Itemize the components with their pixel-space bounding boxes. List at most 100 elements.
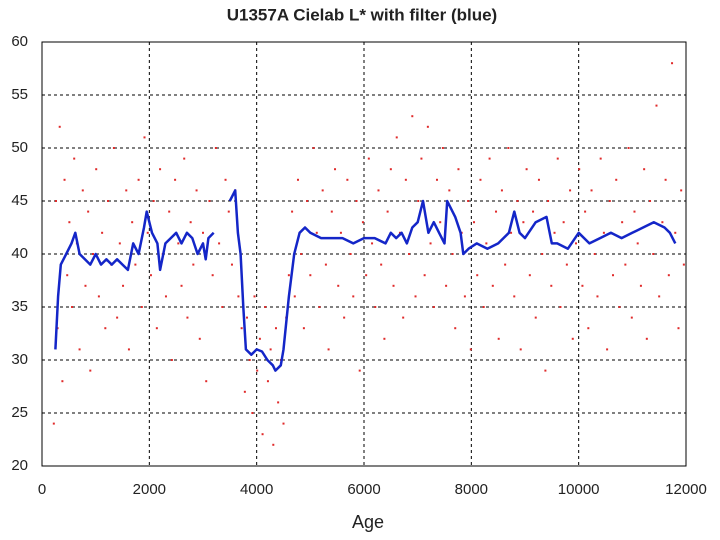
scatter-point <box>532 210 535 213</box>
scatter-point <box>645 337 648 340</box>
scatter-point <box>420 157 423 160</box>
chart-title: U1357A Cielab L* with filter (blue) <box>227 5 497 24</box>
scatter-point <box>287 274 290 277</box>
scatter-point <box>302 327 305 330</box>
scatter-point <box>417 200 420 202</box>
scatter-point <box>58 125 61 128</box>
scatter-point <box>559 306 562 308</box>
scatter-point <box>208 200 211 202</box>
scatter-point <box>411 115 414 118</box>
scatter-point <box>593 253 596 255</box>
scatter-point <box>183 157 186 160</box>
scatter-point <box>578 168 581 171</box>
scatter-point <box>485 242 488 245</box>
x-tick-label: 6000 <box>347 481 380 498</box>
scatter-point <box>519 348 522 351</box>
scatter-point <box>500 189 503 192</box>
scatter-point <box>435 178 438 181</box>
scatter-point <box>618 306 621 308</box>
scatter-point <box>253 295 256 298</box>
scatter-point <box>211 274 214 277</box>
scatter-point <box>534 316 537 319</box>
scatter-point <box>327 348 330 351</box>
y-tick-label: 25 <box>11 404 28 421</box>
scatter-point <box>339 231 342 234</box>
x-tick-label: 10000 <box>558 481 600 498</box>
scatter-point <box>251 412 254 414</box>
scatter-point <box>652 253 655 255</box>
scatter-point <box>556 157 559 160</box>
y-tick-label: 50 <box>11 139 28 156</box>
scatter-point <box>680 189 683 192</box>
scatter-point <box>218 242 221 245</box>
scatter-point <box>571 337 574 340</box>
scatter-point <box>293 295 296 298</box>
scatter-point <box>127 348 130 351</box>
scatter-point <box>143 136 146 139</box>
scatter-point <box>112 147 115 149</box>
scatter-point <box>457 168 460 171</box>
scatter-point <box>296 178 299 181</box>
scatter-point <box>195 189 198 192</box>
scatter-point <box>240 327 243 330</box>
plot-area <box>52 62 685 446</box>
scatter-point <box>404 178 407 181</box>
scatter-point <box>513 295 516 298</box>
scatter-point <box>473 221 476 224</box>
scatter-point <box>349 253 352 255</box>
scatter-point <box>315 231 318 234</box>
scatter-point <box>374 306 377 308</box>
scatter-point <box>330 210 333 213</box>
scatter-point <box>445 284 448 287</box>
scatter-point <box>525 168 528 171</box>
scatter-point <box>482 306 485 308</box>
scatter-point <box>321 189 324 192</box>
scatter-point <box>237 295 240 298</box>
scatter-point <box>358 369 361 372</box>
y-tick-label: 45 <box>11 192 28 209</box>
x-tick-label: 12000 <box>665 481 707 498</box>
scatter-point <box>205 380 208 383</box>
scatter-point <box>63 178 66 181</box>
x-tick-label: 8000 <box>455 481 488 498</box>
scatter-point <box>155 327 158 330</box>
scatter-point <box>170 359 173 361</box>
y-tick-label: 30 <box>11 351 28 368</box>
scatter-point <box>544 369 547 372</box>
scatter-point <box>671 62 674 65</box>
scatter-point <box>89 369 92 372</box>
scatter-point <box>627 147 630 149</box>
scatter-point <box>377 189 380 192</box>
scatter-point <box>615 178 618 181</box>
scatter-point <box>73 157 76 160</box>
scatter-point <box>581 284 584 287</box>
scatter-point <box>664 178 667 181</box>
scatter-point <box>224 178 227 181</box>
scatter-point <box>674 231 677 234</box>
scatter-point <box>469 348 472 351</box>
scatter-point <box>562 221 565 224</box>
scatter-point <box>553 231 556 234</box>
scatter-point <box>230 263 233 266</box>
scatter-point <box>346 178 349 181</box>
scatter-point <box>365 274 368 277</box>
scatter-point <box>282 422 285 425</box>
scatter-point <box>451 253 454 255</box>
scatter-point <box>361 221 364 224</box>
scatter-point <box>682 263 685 266</box>
scatter-point <box>602 231 605 234</box>
scatter-point <box>658 295 661 298</box>
scatter-point <box>448 189 451 192</box>
y-tick-label: 60 <box>11 33 28 50</box>
scatter-point <box>202 231 204 234</box>
scatter-point <box>243 390 246 393</box>
scatter-point <box>476 274 479 277</box>
y-tick-label: 55 <box>11 86 28 103</box>
scatter-point <box>541 253 544 255</box>
scatter-point <box>537 178 540 181</box>
scatter-point <box>621 221 624 224</box>
scatter-point <box>309 274 312 277</box>
scatter-point <box>395 136 398 139</box>
scatter-point <box>189 221 192 224</box>
scatter-point <box>168 210 171 213</box>
